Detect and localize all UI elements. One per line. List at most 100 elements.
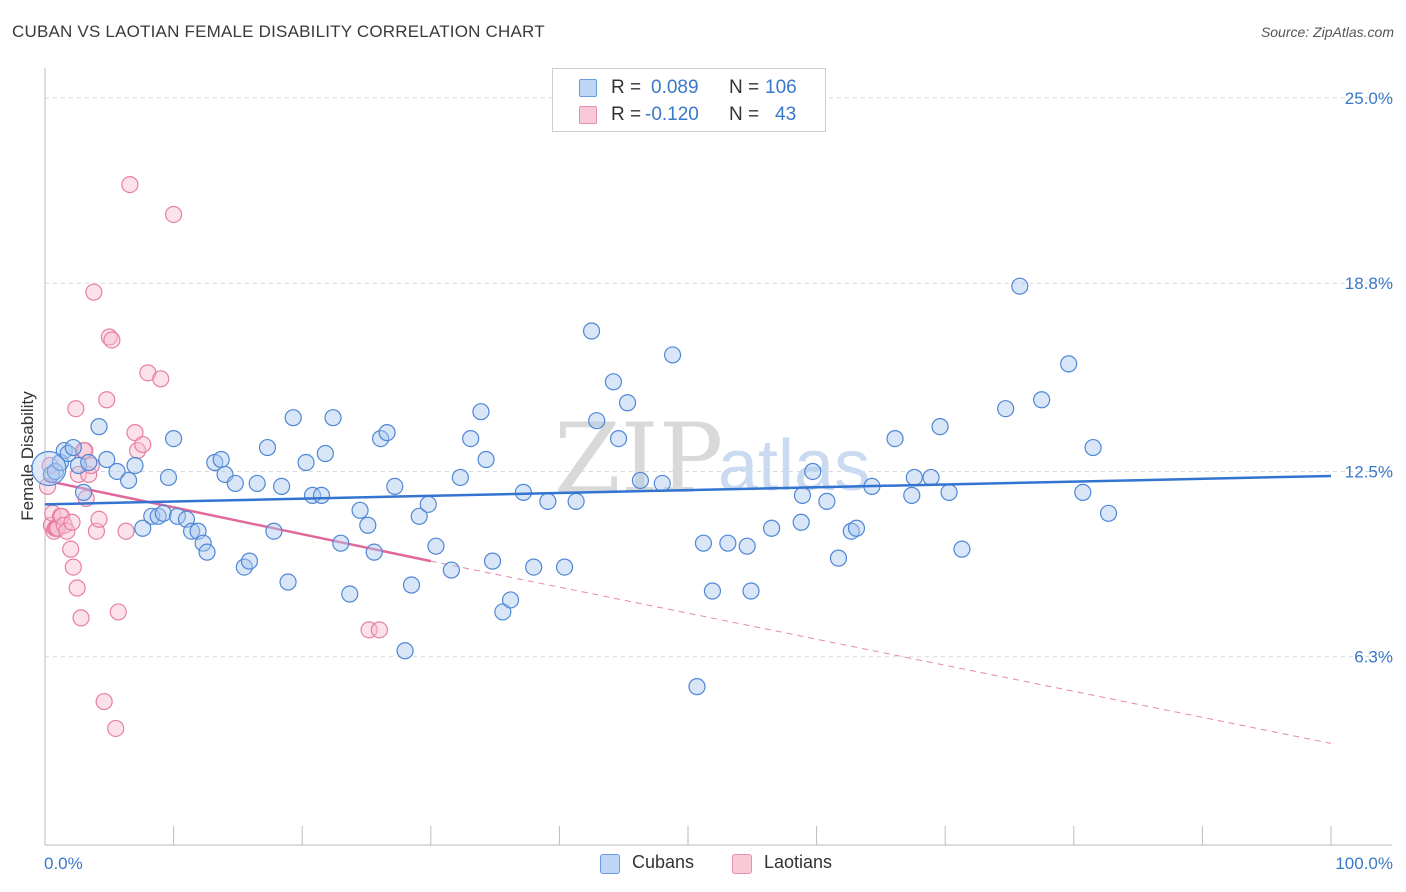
- legend-row-laotians: R = -0.120 N = 43: [553, 102, 825, 128]
- cubans-point: [472, 403, 490, 421]
- cubans-point: [905, 468, 923, 487]
- cubans-point: [588, 412, 606, 430]
- cubans-point: [997, 400, 1015, 418]
- cubans-point: [165, 429, 183, 448]
- cubans-point: [341, 585, 359, 603]
- cubans-point: [365, 543, 383, 561]
- x-tick-label: 100.0%: [1335, 854, 1393, 873]
- chart-source: Source: ZipAtlas.com: [1260, 24, 1394, 40]
- cubans-point: [149, 507, 167, 525]
- cubans-point: [582, 322, 601, 340]
- cubans-point: [804, 462, 822, 481]
- y-tick-label: 12.5%: [1345, 462, 1393, 481]
- laotians-point: [152, 370, 170, 388]
- tick-labels: 6.3% 12.5% 18.8% 25.0% 0.0% 100.0%: [44, 89, 1393, 873]
- laotians-point: [85, 283, 103, 301]
- laotians-point: [64, 558, 82, 576]
- laotians-point: [62, 540, 80, 558]
- watermark-atlas: atlas: [718, 426, 870, 506]
- cubans-point: [226, 474, 244, 493]
- cubans-point: [119, 471, 138, 490]
- cubans-point: [80, 453, 98, 472]
- laotians-points: [38, 175, 388, 738]
- cubans-trend: [44, 474, 1332, 506]
- laotians-point: [100, 328, 118, 346]
- cubans-point: [402, 576, 421, 594]
- y-tick-label: 18.8%: [1345, 274, 1393, 293]
- y-tick-label: 6.3%: [1354, 648, 1393, 667]
- cubans-point: [108, 462, 126, 481]
- cubans-point: [194, 534, 212, 552]
- cubans-point: [1033, 391, 1051, 409]
- cubans-swatch: [579, 79, 597, 97]
- cubans-point: [69, 456, 88, 475]
- correlation-legend: R = 0.089 N = 106 R = -0.120 N = 43: [552, 68, 826, 132]
- cubans-point: [793, 486, 812, 504]
- laotians-point: [117, 522, 135, 540]
- laotians-point: [98, 391, 116, 409]
- laotians-point: [58, 522, 76, 540]
- cubans-point: [410, 507, 428, 525]
- cubans-point: [738, 537, 756, 555]
- cubans-point: [514, 483, 532, 501]
- laotians-trend: [44, 479, 1332, 744]
- cubans-point: [501, 591, 520, 609]
- cubans-point: [240, 552, 259, 570]
- watermark: ZIP atlas: [554, 403, 870, 515]
- n-label: N =: [729, 104, 760, 125]
- laotians-point: [370, 621, 388, 639]
- cubans-point: [477, 450, 495, 469]
- laotians-legend-label: Laotians: [764, 852, 833, 872]
- laotians-point: [68, 579, 86, 597]
- series-legend: Cubans Laotians: [0, 850, 1406, 878]
- legend-row-cubans: R = 0.089 N = 106: [553, 75, 825, 101]
- cubans-point: [922, 468, 940, 487]
- cubans-point: [378, 424, 396, 442]
- cubans-point: [279, 573, 297, 591]
- y-tick-label: 25.0%: [1345, 89, 1393, 108]
- cubans-trend-line: [44, 474, 1332, 506]
- cubans-point: [931, 418, 949, 436]
- cubans-point: [663, 346, 682, 364]
- cubans-point: [74, 483, 93, 501]
- laotians-point: [72, 609, 90, 627]
- cubans-point: [372, 429, 390, 448]
- cubans-point: [953, 540, 971, 558]
- r-value: 0.089: [651, 77, 699, 98]
- laotians-trend-dashed: [430, 560, 1332, 744]
- cubans-point: [312, 486, 331, 504]
- cubans-legend-label: Cubans: [632, 852, 695, 872]
- cubans-point: [284, 409, 302, 427]
- cubans-point: [688, 678, 706, 696]
- cubans-point: [539, 492, 557, 510]
- cubans-point: [126, 456, 144, 475]
- cubans-point: [134, 519, 152, 537]
- laotians-trend-line: [44, 479, 432, 563]
- laotians-point: [126, 424, 144, 442]
- cubans-point: [847, 519, 866, 537]
- x-tick-label: 0.0%: [44, 854, 83, 873]
- laotians-point: [121, 175, 139, 194]
- cubans-point: [818, 492, 836, 510]
- cubans-point: [316, 444, 334, 463]
- cubans-point: [1074, 483, 1092, 501]
- laotians-point: [165, 205, 183, 224]
- cubans-point: [427, 537, 445, 555]
- cubans-point: [792, 513, 810, 531]
- laotians-swatch: [579, 106, 597, 124]
- axes: [44, 68, 1392, 846]
- cubans-point: [1060, 355, 1078, 373]
- cubans-point: [396, 642, 414, 660]
- cubans-point: [462, 429, 480, 448]
- cubans-point: [212, 450, 230, 469]
- cubans-point: [90, 418, 108, 436]
- cubans-point: [762, 519, 781, 537]
- laotians-point: [134, 435, 152, 454]
- laotians-legend-swatch: [732, 854, 752, 874]
- cubans-point: [903, 486, 921, 504]
- cubans-point: [265, 522, 283, 540]
- r-label: R =: [611, 77, 642, 98]
- cubans-point: [442, 561, 460, 579]
- cubans-point: [98, 450, 116, 469]
